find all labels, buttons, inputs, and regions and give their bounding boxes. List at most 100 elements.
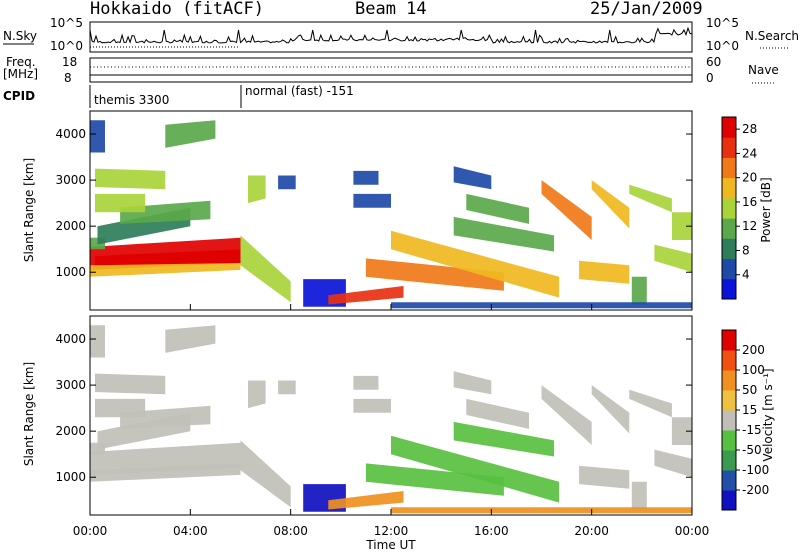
- colorbar-tick-label: -100: [742, 463, 769, 477]
- velocity-echo-region: [95, 398, 146, 418]
- n-search-tick-bottom: 10^0: [706, 39, 739, 53]
- velocity-echo-region: [240, 440, 291, 508]
- velocity-echo-region: [391, 435, 560, 503]
- nave-label: Nave: [748, 63, 779, 77]
- power-echo-region: [248, 175, 266, 204]
- power-panel: 1000 2000 3000 4000 Slant Range [km] 4 8 12 16…: [22, 110, 773, 311]
- colorbar-swatch: [722, 490, 736, 511]
- power-colorbar: 4 8 12 16 20 24 28: [721, 116, 757, 300]
- date-title: 25/Jan/2009: [590, 0, 703, 19]
- colorbar-swatch: [722, 350, 736, 371]
- colorbar-swatch: [722, 157, 736, 179]
- station-title: Hokkaido (fitACF): [90, 0, 264, 19]
- velocity-echo-region: [90, 463, 241, 482]
- colorbar-swatch: [722, 410, 736, 431]
- power-echo-region: [95, 168, 166, 190]
- power-echo-region: [353, 193, 391, 208]
- velocity-colorbar: 200 100 50 15 -15 -50 -100 -200: [721, 329, 769, 511]
- colorbar-swatch: [722, 330, 736, 351]
- power-echo-region: [631, 276, 647, 305]
- velocity-echo-region: [328, 491, 404, 510]
- colorbar-tick-label: 15: [742, 403, 757, 417]
- frequency-panel: Freq. [MHz] 18 8 60 0 Nave: [3, 55, 779, 85]
- velocity-echo-region: [90, 325, 105, 358]
- nave-tick-bottom: 0: [706, 71, 714, 85]
- colorbar-swatch: [722, 430, 736, 451]
- power-echo-region: [365, 258, 504, 291]
- freq-tick-bottom: 8: [64, 71, 72, 85]
- velocity-echo-region: [671, 417, 692, 445]
- colorbar-swatch: [722, 450, 736, 471]
- power-echo-region: [391, 302, 692, 309]
- y-tick-label: 3000: [55, 173, 86, 187]
- power-echo-region: [90, 120, 105, 153]
- y-tick-label: 2000: [55, 424, 86, 438]
- velocity-echo-region: [165, 325, 216, 353]
- y-tick-label: 3000: [55, 378, 86, 392]
- colorbar-tick-label: -50: [742, 443, 762, 457]
- power-echo-region: [240, 235, 291, 303]
- noise-panel: N.Sky 10^5 10^0 10^5 10^0 N.Search: [3, 16, 799, 53]
- velocity-echo-region: [391, 507, 692, 514]
- velocity-echo-region: [453, 421, 554, 457]
- y-tick-label: 4000: [55, 332, 86, 346]
- power-echo-region: [671, 212, 692, 240]
- nave-tick-top: 60: [706, 55, 721, 69]
- n-sky-trace: [89, 26, 693, 44]
- freq-unit-label: [MHz]: [3, 67, 38, 81]
- n-search-tick-top: 10^5: [706, 16, 739, 30]
- colorbar-tick-label: -200: [742, 483, 769, 497]
- colorbar-tick-label: 12: [742, 219, 757, 233]
- colorbar-tick-label: 200: [742, 343, 765, 357]
- colorbar-tick-label: 50: [742, 383, 757, 397]
- y-tick-label: 1000: [55, 470, 86, 484]
- power-echo-region: [579, 260, 630, 284]
- n-sky-tick-bottom: 10^0: [50, 39, 83, 53]
- colorbar-swatch: [722, 218, 736, 239]
- x-tick-label: 00:00: [675, 524, 710, 538]
- noise-panel-frame: [89, 21, 693, 53]
- x-tick-label: 08:00: [273, 524, 308, 538]
- time-xlabel: Time UT: [365, 538, 416, 552]
- n-search-label: N.Search: [745, 29, 799, 43]
- colorbar-swatch: [722, 390, 736, 411]
- power-echo-region: [629, 184, 672, 213]
- colorbar-tick-label: 28: [742, 122, 757, 136]
- y-tick-label: 1000: [55, 265, 86, 279]
- velocity-echo-region: [591, 385, 630, 434]
- velocity-heatmap: [90, 325, 692, 514]
- velocity-echo-region: [466, 398, 529, 429]
- n-sky-label: N.Sky: [3, 29, 37, 43]
- colorbar-swatch: [722, 470, 736, 491]
- velocity-echo-region: [353, 375, 379, 390]
- time-x-axis: 00:00 04:00 08:00 12:00 16:00 20:00 00:00: [73, 304, 710, 538]
- power-echo-region: [353, 170, 379, 185]
- power-echo-region: [453, 216, 554, 252]
- power-echo-region: [453, 166, 492, 190]
- x-tick-label: 04:00: [173, 524, 208, 538]
- velocity-panel: 1000 2000 3000 4000 00:00 04:00 08:00 12:00 16:…: [22, 304, 775, 552]
- noise-trace: [89, 26, 693, 44]
- power-echo-region: [654, 244, 692, 273]
- colorbar-tick-label: 16: [742, 195, 757, 209]
- x-tick-label: 00:00: [73, 524, 108, 538]
- power-echo-region: [165, 120, 216, 148]
- velocity-echo-region: [365, 463, 504, 496]
- colorbar-swatch: [722, 197, 736, 219]
- n-sky-tick-top: 10^5: [50, 16, 83, 30]
- x-tick-label: 20:00: [574, 524, 609, 538]
- y-tick-label: 2000: [55, 219, 86, 233]
- colorbar-tick-label: 4: [742, 268, 750, 282]
- power-ylabel: Slant Range [km]: [22, 158, 36, 262]
- velocity-echo-region: [453, 371, 492, 395]
- colorbar-swatch: [722, 177, 736, 199]
- velocity-echo-region: [541, 385, 592, 445]
- velocity-echo-region: [579, 465, 630, 489]
- colorbar-tick-label: 24: [742, 146, 757, 160]
- colorbar-frame: [721, 329, 737, 511]
- frequency-panel-frame: [89, 57, 693, 83]
- freq-tick-top: 18: [62, 55, 77, 69]
- power-heatmap: [90, 120, 692, 309]
- colorbar-tick-label: 8: [742, 243, 750, 257]
- power-y-axis: 1000 2000 3000 4000: [55, 127, 692, 279]
